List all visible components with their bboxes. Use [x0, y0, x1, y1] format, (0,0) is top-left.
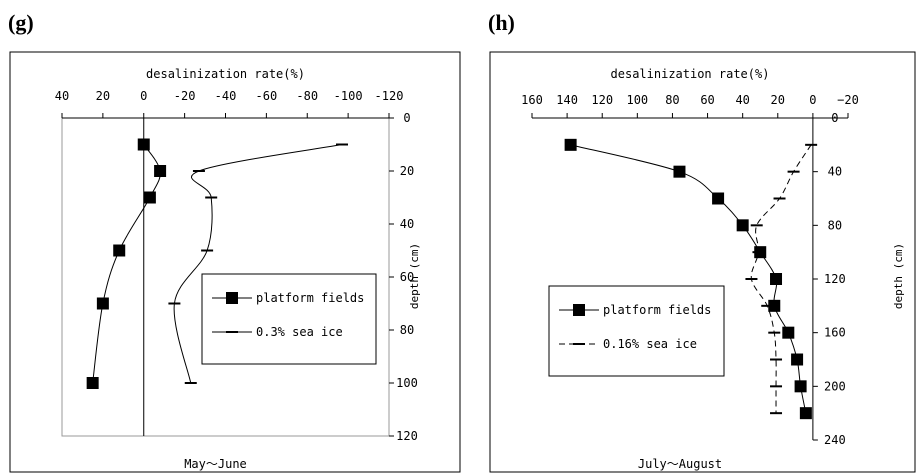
panel-h-series-0-point — [799, 407, 812, 420]
panel-h-x-tick-label: 140 — [556, 93, 578, 107]
panel-g-series-0-point — [113, 244, 126, 257]
panel-g-x-tick-label: -40 — [215, 89, 237, 103]
panel-g-x-tick-label: -120 — [375, 89, 404, 103]
panel-g-series-0-line — [92, 144, 161, 384]
panel-h-legend-swatch-marker — [573, 304, 585, 316]
panel-g-series-1-line — [173, 144, 343, 384]
panel-h-y-tick-label: 120 — [824, 272, 846, 286]
panel-h-series-0-point — [791, 353, 804, 366]
panel-g-x-tick-label: 0 — [140, 89, 147, 103]
panel-g-x-tick-label: -20 — [174, 89, 196, 103]
panel-g-series-0-point — [86, 377, 99, 389]
panel-h-series-0-point — [768, 299, 781, 312]
panel-g-legend — [201, 273, 377, 365]
panel-h-x-axis-title: desalinization rate(%) — [611, 67, 770, 81]
panel-label-h: (h) — [488, 10, 515, 35]
panel-g-x-tick-label: -80 — [296, 89, 318, 103]
panel-h-x-tick-label: 120 — [591, 93, 613, 107]
panel-g-x-tick-label: -100 — [334, 89, 363, 103]
panel-h-series-0-point — [770, 273, 783, 285]
panel-h-x-tick-label: 100 — [626, 93, 648, 107]
panel-h-y-tick-label: 0 — [831, 111, 838, 125]
panel-h-series-0-point — [794, 380, 807, 393]
panel-h-legend-entry-label: 0.16% sea ice — [603, 337, 697, 351]
panel-g-y-tick-label: 80 — [400, 323, 414, 337]
panel-h-series-0-point — [564, 138, 577, 151]
panel-h-y-tick-label: 80 — [828, 218, 842, 232]
panel-g-y-axis-title: depth (cm) — [408, 243, 421, 309]
panel-h-series-0-point — [673, 165, 686, 178]
panel-h-series-0-point — [712, 192, 725, 205]
panel-g-y-tick-label: 120 — [396, 429, 418, 443]
panel-g-y-tick-label: 20 — [400, 164, 414, 178]
panel-g-season-label: May～June — [184, 457, 247, 471]
panel-g-x-tick-label: 20 — [96, 89, 110, 103]
panel-h-y-tick-label: 160 — [824, 326, 846, 340]
panel-g-series-0-point — [143, 191, 156, 204]
panel-g-series-0-point — [154, 165, 167, 177]
panel-h-x-tick-label: 60 — [700, 93, 714, 107]
panel-h-x-tick-label: 160 — [521, 93, 543, 107]
panel-h-y-axis-title: depth (cm) — [892, 243, 905, 309]
panel-g-y-tick-label: 0 — [403, 111, 410, 125]
panel-h-x-tick-label: −20 — [837, 93, 859, 107]
panel-h-y-tick-label: 240 — [824, 433, 846, 447]
panel-g-legend-entry-label: platform fields — [256, 291, 364, 305]
panel-g-x-tick-label: -60 — [256, 89, 278, 103]
panel-h-x-tick-label: 80 — [665, 93, 679, 107]
panel-g-series-0-point — [137, 138, 150, 151]
panel-h-frame — [489, 51, 916, 473]
panel-g-legend-swatch-marker — [226, 292, 238, 304]
panel-h-y-tick-label: 40 — [828, 165, 842, 179]
panel-g-y-tick-label: 100 — [396, 376, 418, 390]
panel-label-g: (g) — [8, 10, 34, 35]
panel-h-x-tick-label: 0 — [809, 93, 816, 107]
panel-h-x-tick-label: 20 — [771, 93, 785, 107]
panel-h-legend — [548, 285, 725, 377]
panel-g-x-tick-label: 40 — [55, 89, 69, 103]
panel-g-y-tick-label: 40 — [400, 217, 414, 231]
panel-h-x-tick-label: 40 — [735, 93, 749, 107]
panel-g-x-axis-title: desalinization rate(%) — [146, 67, 305, 81]
panel-g-frame — [9, 51, 461, 473]
panel-g-legend-entry-label: 0.3% sea ice — [256, 325, 343, 339]
panel-h-y-tick-label: 200 — [824, 379, 846, 393]
panel-g-series-0-point — [96, 297, 109, 310]
panel-h-season-label: July～August — [638, 457, 722, 471]
panel-g-y-tick-label: 60 — [400, 270, 414, 284]
panel-h-series-0-point — [782, 326, 795, 339]
panel-h-legend-entry-label: platform fields — [603, 303, 711, 317]
panel-h-series-0-point — [736, 219, 749, 232]
